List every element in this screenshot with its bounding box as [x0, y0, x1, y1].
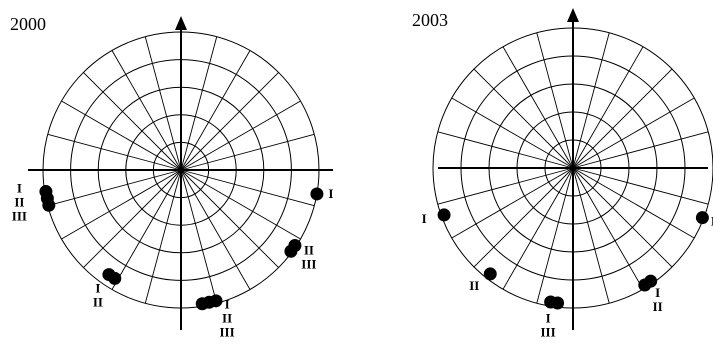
grid-spoke — [61, 169, 182, 240]
point-label: II — [653, 299, 663, 314]
point-label: III — [12, 208, 27, 223]
grid-spoke — [572, 68, 673, 169]
point-label: III — [541, 325, 556, 340]
grid-spoke — [180, 169, 301, 240]
grid-spoke — [144, 169, 182, 304]
year-label-2000: 2000 — [10, 14, 46, 34]
grid-spoke — [144, 36, 182, 171]
axis-arrow-icon — [567, 8, 579, 22]
point-label: III — [220, 324, 235, 339]
point-label: II — [304, 242, 314, 257]
data-point — [437, 208, 451, 222]
grid-spoke — [437, 167, 574, 205]
grid-spoke — [451, 97, 574, 169]
data-point — [108, 271, 122, 285]
grid-spoke — [180, 100, 301, 171]
grid-spoke — [536, 167, 574, 304]
year-label-2003: 2003 — [412, 10, 448, 30]
grid-spoke — [502, 167, 574, 290]
point-label: I — [17, 180, 22, 195]
point-label: I — [225, 296, 230, 311]
grid-spoke — [572, 167, 695, 239]
grid-spoke — [83, 169, 182, 268]
grid-spoke — [572, 167, 644, 290]
grid-spoke — [111, 50, 182, 171]
grid-spoke — [572, 97, 695, 169]
data-point — [42, 198, 56, 212]
grid-spoke — [180, 169, 218, 304]
grid-spoke — [180, 50, 251, 171]
point-label: II — [93, 295, 103, 310]
grid-spoke — [572, 32, 610, 169]
grid-spoke — [180, 169, 279, 268]
data-point — [644, 274, 658, 288]
grid-spoke — [61, 100, 182, 171]
grid-spoke — [47, 169, 182, 207]
point-label: II — [469, 278, 479, 293]
data-point — [209, 294, 223, 308]
grid-spoke — [502, 46, 574, 169]
point-label: I — [95, 281, 100, 296]
point-label: III — [711, 214, 713, 229]
grid-spoke — [47, 133, 182, 171]
axis-arrow-icon — [175, 16, 187, 30]
grid-spoke — [180, 36, 218, 171]
grid-spoke — [536, 32, 574, 169]
point-label: I — [328, 186, 333, 201]
data-point — [310, 187, 324, 201]
data-point — [551, 296, 565, 310]
grid-spoke — [180, 72, 279, 171]
grid-spoke — [473, 68, 574, 169]
data-point — [695, 211, 709, 225]
grid-spoke — [572, 167, 673, 268]
point-label: I — [546, 311, 551, 326]
point-label: III — [301, 256, 316, 271]
grid-spoke — [437, 131, 574, 169]
point-label: II — [14, 194, 24, 209]
data-point — [483, 267, 497, 281]
grid-spoke — [111, 169, 182, 290]
point-label: I — [655, 285, 660, 300]
grid-spoke — [83, 72, 182, 171]
grid-spoke — [572, 167, 709, 205]
grid-spoke — [473, 167, 574, 268]
grid-spoke — [180, 133, 315, 171]
grid-spoke — [451, 167, 574, 239]
grid-spoke — [180, 169, 251, 290]
data-point — [288, 238, 302, 252]
point-label: I — [422, 211, 427, 226]
grid-spoke — [180, 169, 315, 207]
grid-spoke — [572, 46, 644, 169]
grid-spoke — [572, 167, 610, 304]
point-label: II — [222, 310, 232, 325]
grid-spoke — [572, 131, 709, 169]
